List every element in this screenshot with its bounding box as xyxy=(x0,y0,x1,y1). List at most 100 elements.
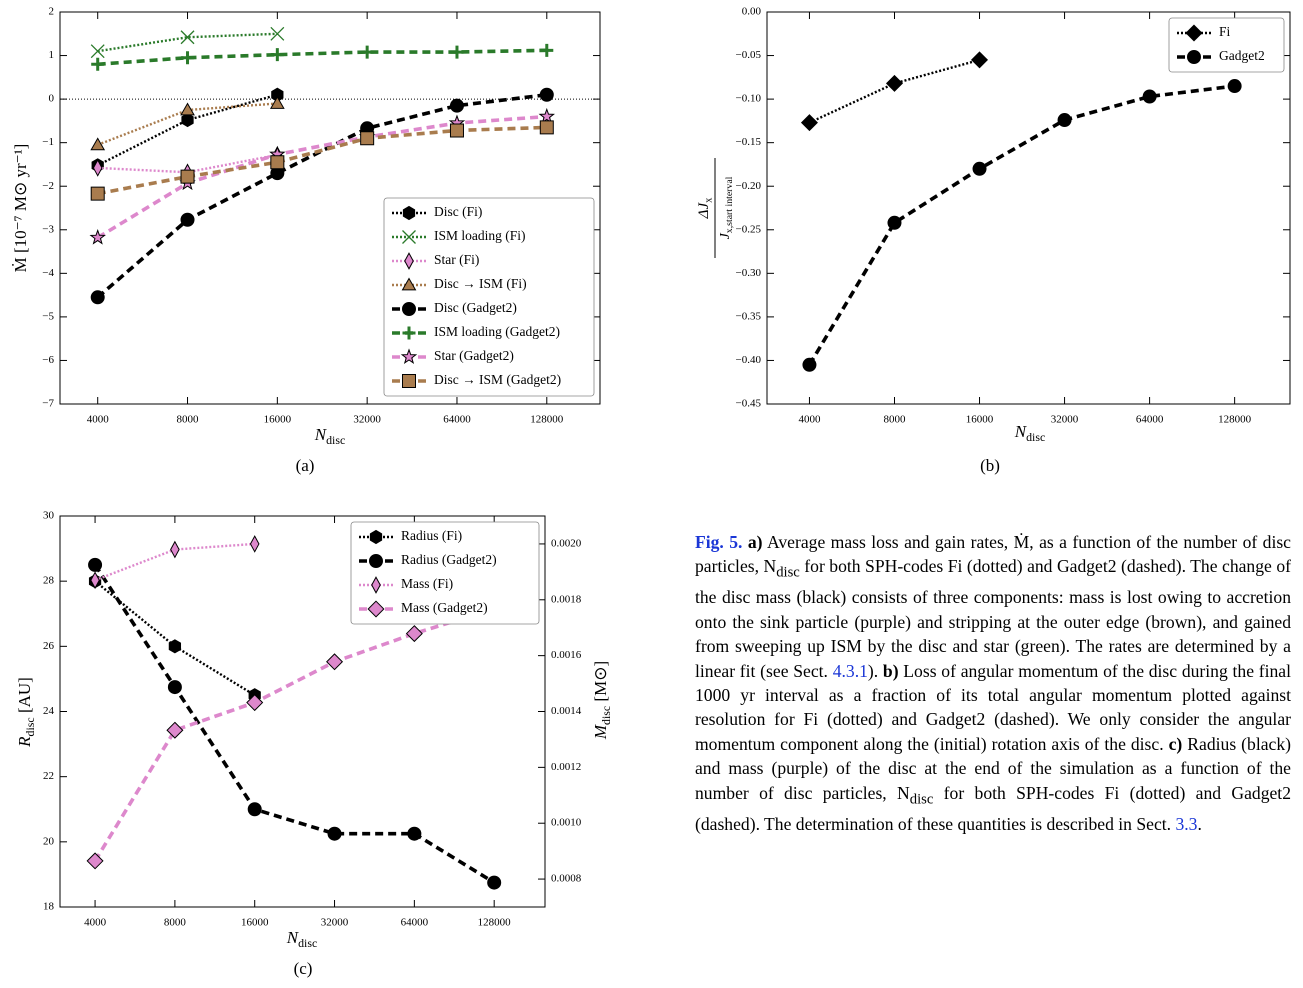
caption-text: ). xyxy=(867,660,879,681)
x-tick-label: 64000 xyxy=(1136,414,1164,426)
x-tick-label: 32000 xyxy=(321,917,349,929)
data-point xyxy=(167,680,182,695)
series-line xyxy=(97,125,547,196)
data-point xyxy=(449,98,464,113)
data-point xyxy=(181,112,194,128)
y2-axis-label: Mdisc [M⊙] xyxy=(591,661,613,740)
y-label-numerator-sub: x xyxy=(704,197,715,203)
series-line xyxy=(97,48,547,67)
legend-marker xyxy=(367,600,385,618)
y-tick-label: 0 xyxy=(49,93,55,105)
x-axis-label-main: N xyxy=(286,928,300,947)
series-line xyxy=(807,84,1235,366)
legend: Radius (Fi) Radius (Gadget2) Mass (Fi) Mass… xyxy=(350,521,540,625)
legend: Fi Gadget2 xyxy=(1168,17,1285,73)
x-axis-label-main: N xyxy=(314,425,328,444)
caption-subscript: disc xyxy=(776,564,800,581)
legend-marker xyxy=(402,205,416,221)
caption-text: Radius (black) and mass (purple) of the … xyxy=(695,733,1291,803)
x-tick-label: 4000 xyxy=(84,917,107,929)
y2-axis-label-main: M xyxy=(591,724,610,740)
legend: Disc (Fi) ISM loading (Fi) Star (Fi) Disc →… xyxy=(383,197,595,397)
y-tick-label: 26 xyxy=(43,640,55,652)
data-point xyxy=(540,43,554,57)
legend-marker xyxy=(402,230,416,244)
caption-section-link[interactable]: 4.3.1 xyxy=(832,660,868,681)
x-axis-label: Ndisc xyxy=(314,425,346,447)
data-point xyxy=(90,571,100,590)
y2-tick-label: 0.0008 xyxy=(551,873,582,885)
y2-tick-label: 0.0020 xyxy=(551,537,582,549)
data-point xyxy=(90,137,106,151)
legend-marker xyxy=(369,529,383,545)
y-label-denominator: Jx,start interval xyxy=(718,176,735,239)
x-axis-label-sub: disc xyxy=(298,936,317,950)
caption-text: Loss of angular momentum of the disc dur… xyxy=(695,660,1292,754)
legend-label: Disc → ISM (Fi) xyxy=(434,276,527,291)
data-point xyxy=(450,45,464,59)
caption-part-label: c) xyxy=(1163,733,1183,754)
data-point xyxy=(92,159,103,177)
legend-label: Star (Fi) xyxy=(434,252,479,267)
data-point xyxy=(270,48,284,62)
legend-box xyxy=(383,197,595,397)
data-point xyxy=(246,694,264,712)
y-tick-label: −0.15 xyxy=(736,136,762,148)
y2-tick-label: 0.0012 xyxy=(551,761,581,773)
legend-label: Mass (Gadget2) xyxy=(401,600,488,615)
legend-label: Gadget2 xyxy=(1219,48,1265,63)
data-point xyxy=(1227,79,1242,94)
legend-label: Disc → ISM (Gadget2) xyxy=(434,372,561,387)
x-axis-label-sub: disc xyxy=(1026,430,1045,444)
data-point xyxy=(90,186,105,201)
x-tick-label: 32000 xyxy=(353,414,381,426)
y-axis-label: Rdisc [AU] xyxy=(15,677,37,748)
x-tick-label: 64000 xyxy=(443,414,471,426)
y-tick-label: 22 xyxy=(43,770,54,782)
y-tick-label: 0.00 xyxy=(742,6,762,18)
y-tick-label: 20 xyxy=(43,835,55,847)
caption-subscript: disc xyxy=(909,791,934,808)
y-axis-label-main: R xyxy=(15,736,34,748)
legend-marker xyxy=(400,348,418,364)
y-tick-label: 1 xyxy=(49,49,55,61)
legend-marker xyxy=(1186,50,1202,64)
data-point xyxy=(180,102,195,116)
legend-marker xyxy=(401,302,417,316)
y2-tick-label: 0.0018 xyxy=(551,593,582,605)
x-axis-label: Ndisc xyxy=(1014,422,1046,444)
caption-section-link[interactable]: 3.3 xyxy=(1175,813,1198,834)
chart: −7 −6 −5 −4 −3 −2 −1 0 1 2 4000 8000 16000 32000 64000… xyxy=(11,6,601,475)
y-tick-label: −4 xyxy=(42,267,54,279)
data-point xyxy=(539,87,554,102)
data-point xyxy=(270,26,285,41)
y-label-denominator-sub: x,start interval xyxy=(724,176,735,233)
caption-part-label: b) xyxy=(878,660,899,681)
caption: Fig. 5. a) Average mass loss and gain ra… xyxy=(695,530,1291,836)
series-line xyxy=(93,607,495,862)
panel-label: (c) xyxy=(294,959,313,978)
data-point xyxy=(449,123,464,138)
data-point xyxy=(166,721,184,739)
y-axis-label-sub: disc xyxy=(23,717,37,736)
x-tick-label: 64000 xyxy=(401,917,429,929)
y-axis-label-unit: [AU] xyxy=(15,677,34,717)
y-tick-label: −0.05 xyxy=(736,49,762,61)
chart: −0.45 −0.40 −0.35 −0.30 −0.25 −0.20 −0.15 −0.10… xyxy=(696,6,1291,475)
caption-figure-ref[interactable]: Fig. 5. xyxy=(695,532,743,552)
y-tick-label: −7 xyxy=(42,398,54,410)
caption-text: for both SPH-codes Fi (dotted) and Gadge… xyxy=(695,782,1291,834)
series-line xyxy=(94,580,256,697)
legend-label: Disc (Gadget2) xyxy=(434,300,517,315)
y-tick-label: −2 xyxy=(42,180,54,192)
y-tick-label: 28 xyxy=(43,575,55,587)
legend-box xyxy=(350,521,540,625)
panel-label: (a) xyxy=(296,456,315,475)
legend-marker xyxy=(402,326,416,340)
data-point xyxy=(971,51,989,69)
y2-tick-label: 0.0010 xyxy=(551,817,582,829)
data-point xyxy=(407,826,422,841)
data-point xyxy=(326,653,344,671)
y-tick-label: −0.30 xyxy=(736,267,762,279)
data-point xyxy=(885,74,903,92)
